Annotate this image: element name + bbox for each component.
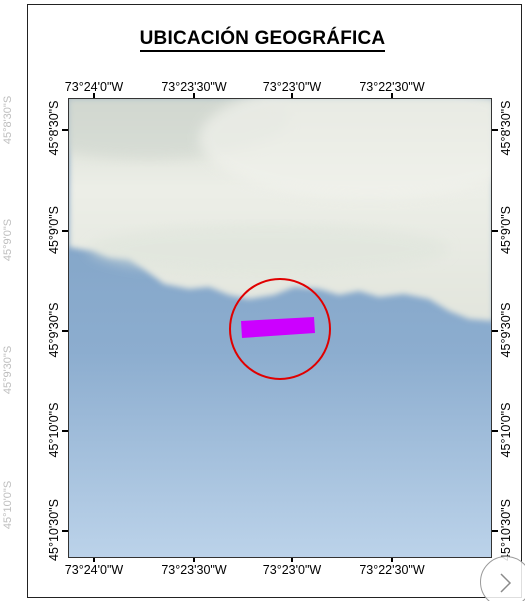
top-longitude-label: 73°23'30"W (161, 80, 227, 94)
site-polygon (241, 317, 315, 338)
bottom-tick (391, 554, 393, 562)
top-longitude-label: 73°24'0"W (64, 80, 124, 94)
left-tick (62, 129, 71, 131)
right-latitude-label: 45°9'0"S (499, 206, 513, 254)
left-tick (62, 430, 71, 432)
terrain-shading (199, 99, 491, 199)
right-tick (489, 530, 498, 532)
right-latitude-label: 45°10'0"S (499, 402, 513, 458)
right-latitude-label: 45°9'30"S (499, 302, 513, 358)
right-tick (489, 230, 498, 232)
adjacent-page-latitude-label: 45°9'0"S (2, 218, 14, 262)
left-latitude-label: 45°9'30"S (47, 302, 61, 358)
location-marker-circle (229, 278, 331, 380)
adjacent-page-latitude-label: 45°8'30"S (2, 95, 14, 145)
top-longitude-label: 73°22'30"W (359, 80, 425, 94)
map-title-text: UBICACIÓN GEOGRÁFICA (139, 28, 386, 52)
right-tick (489, 330, 498, 332)
bottom-tick (291, 554, 293, 562)
left-tick (62, 230, 71, 232)
next-page-button[interactable] (480, 556, 525, 601)
right-latitude-label: 45°8'30"S (499, 100, 513, 156)
adjacent-page-latitude-label: 45°10'0"S (2, 480, 14, 530)
chevron-right-icon (500, 573, 512, 593)
left-tick (62, 530, 71, 532)
right-tick (489, 430, 498, 432)
top-tick (93, 93, 95, 101)
right-latitude-label: 45°10'30"S (499, 499, 513, 561)
map-title: UBICACIÓN GEOGRÁFICA (0, 28, 525, 52)
map-canvas (69, 99, 491, 557)
bottom-longitude-label: 73°24'0"W (64, 563, 124, 577)
bottom-longitude-label: 73°23'30"W (161, 563, 227, 577)
bottom-longitude-label: 73°23'0"W (262, 563, 322, 577)
top-tick (291, 93, 293, 101)
left-tick (62, 330, 71, 332)
bottom-tick (93, 554, 95, 562)
top-tick (193, 93, 195, 101)
bottom-longitude-label: 73°22'30"W (359, 563, 425, 577)
right-tick (489, 129, 498, 131)
left-latitude-label: 45°9'0"S (47, 206, 61, 254)
bottom-tick (193, 554, 195, 562)
left-latitude-label: 45°8'30"S (47, 100, 61, 156)
top-longitude-label: 73°23'0"W (262, 80, 322, 94)
adjacent-page-latitude-label: 45°9'30"S (2, 345, 14, 395)
left-latitude-label: 45°10'0"S (47, 402, 61, 458)
left-latitude-label: 45°10'30"S (47, 499, 61, 561)
satellite-map[interactable] (68, 98, 492, 558)
terrain-shading (89, 224, 449, 274)
top-tick (391, 93, 393, 101)
